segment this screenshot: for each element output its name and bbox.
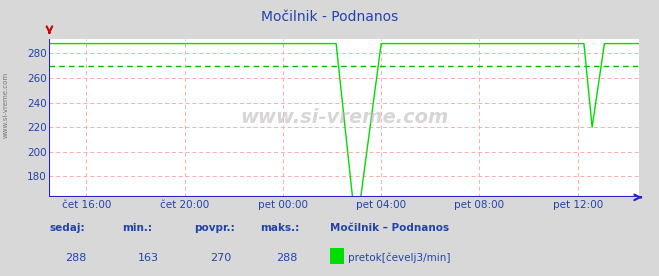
Text: min.:: min.:: [122, 223, 152, 233]
Text: 288: 288: [65, 253, 86, 263]
Text: www.si-vreme.com: www.si-vreme.com: [240, 108, 449, 128]
Text: 270: 270: [210, 253, 231, 263]
Text: Močilnik – Podnanos: Močilnik – Podnanos: [330, 223, 449, 233]
Text: povpr.:: povpr.:: [194, 223, 235, 233]
Text: maks.:: maks.:: [260, 223, 300, 233]
Text: pretok[čevelj3/min]: pretok[čevelj3/min]: [348, 253, 451, 263]
Text: 163: 163: [138, 253, 159, 263]
Text: Močilnik - Podnanos: Močilnik - Podnanos: [261, 10, 398, 24]
Text: www.si-vreme.com: www.si-vreme.com: [2, 72, 9, 138]
Text: sedaj:: sedaj:: [49, 223, 85, 233]
Text: 288: 288: [276, 253, 297, 263]
